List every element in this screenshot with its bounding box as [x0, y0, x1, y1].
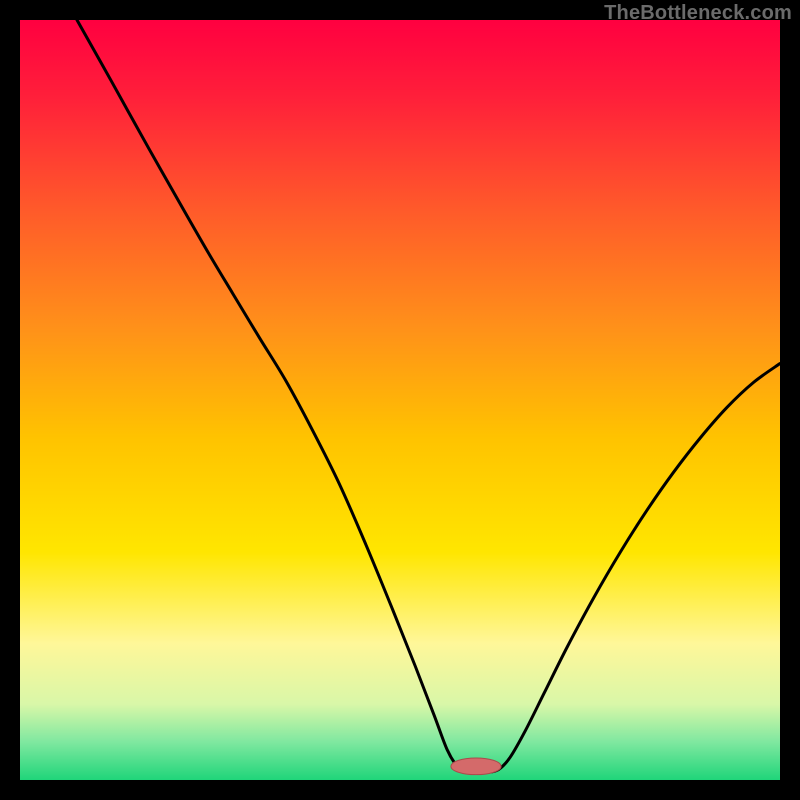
chart-frame: TheBottleneck.com	[0, 0, 800, 800]
bottleneck-chart	[20, 20, 780, 780]
chart-background	[20, 20, 780, 780]
optimum-marker	[451, 758, 501, 775]
watermark-text: TheBottleneck.com	[604, 2, 792, 25]
